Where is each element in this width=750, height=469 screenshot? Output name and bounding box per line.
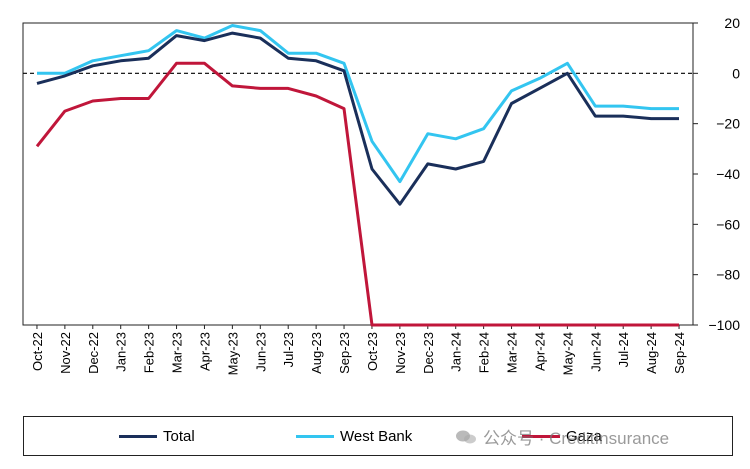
- legend-item-total: Total: [119, 417, 195, 455]
- y-tick-label: −40: [716, 166, 740, 182]
- y-axis-ticks: 20 0 −20 −40 −60 −80 −100: [693, 15, 740, 333]
- x-tick-label: May-24: [560, 332, 575, 375]
- x-tick-label: Feb-23: [142, 332, 157, 373]
- x-tick-label: Aug-24: [644, 332, 659, 374]
- x-tick-label: Nov-23: [393, 332, 408, 374]
- x-tick-label: Oct-22: [30, 332, 45, 371]
- legend-swatch-gaza: [522, 434, 560, 438]
- x-tick-label: Feb-24: [477, 332, 492, 373]
- x-tick-label: Jul-23: [281, 332, 296, 367]
- x-tick-label: Apr-24: [532, 332, 547, 371]
- y-tick-label: 0: [732, 65, 740, 81]
- x-tick-label: Nov-22: [58, 332, 73, 374]
- x-axis-ticks: Oct-22 Nov-22 Dec-22 Jan-23 Feb-23 Mar-23 Apr-…: [30, 325, 687, 375]
- legend-swatch-total: [119, 434, 157, 438]
- y-tick-label: 20: [724, 15, 740, 31]
- x-tick-label: Jan-24: [449, 332, 464, 372]
- legend-label-gaza: Gaza: [566, 427, 602, 445]
- x-tick-label: Apr-23: [197, 332, 212, 371]
- plot-area-frame: [22, 22, 694, 326]
- line-chart: 20 0 −20 −40 −60 −80 −100 Oct-22 Nov-22 Dec-22 Ja…: [22, 15, 740, 375]
- x-tick-label: Aug-23: [309, 332, 324, 374]
- legend: Total West Bank Gaza: [23, 416, 733, 456]
- x-tick-label: Dec-23: [421, 332, 436, 374]
- legend-label-west-bank: West Bank: [340, 427, 413, 445]
- y-tick-label: −60: [716, 216, 740, 232]
- x-tick-label: Sep-24: [672, 332, 687, 374]
- y-tick-label: −100: [708, 317, 740, 333]
- x-tick-label: Jul-24: [616, 332, 631, 367]
- legend-label-total: Total: [163, 427, 195, 445]
- y-tick-label: −80: [716, 267, 740, 283]
- series-line-gaza: [35, 61, 679, 327]
- series-line-west-bank: [37, 24, 679, 184]
- x-tick-label: May-23: [225, 332, 240, 375]
- y-tick-label: −20: [716, 116, 740, 132]
- x-tick-label: Mar-23: [170, 332, 185, 373]
- x-tick-label: Sep-23: [337, 332, 352, 374]
- x-tick-label: Dec-22: [86, 332, 101, 374]
- series-line-total: [36, 31, 679, 206]
- x-tick-label: Jan-23: [114, 332, 129, 372]
- x-tick-label: Mar-24: [505, 332, 520, 373]
- x-tick-label: Jun-23: [253, 332, 268, 372]
- legend-item-gaza: Gaza: [522, 417, 602, 455]
- x-tick-label: Jun-24: [588, 332, 603, 372]
- legend-item-west-bank: West Bank: [296, 417, 412, 455]
- x-tick-label: Oct-23: [365, 332, 380, 371]
- series-lines: [35, 24, 679, 327]
- legend-swatch-west-bank: [296, 434, 334, 438]
